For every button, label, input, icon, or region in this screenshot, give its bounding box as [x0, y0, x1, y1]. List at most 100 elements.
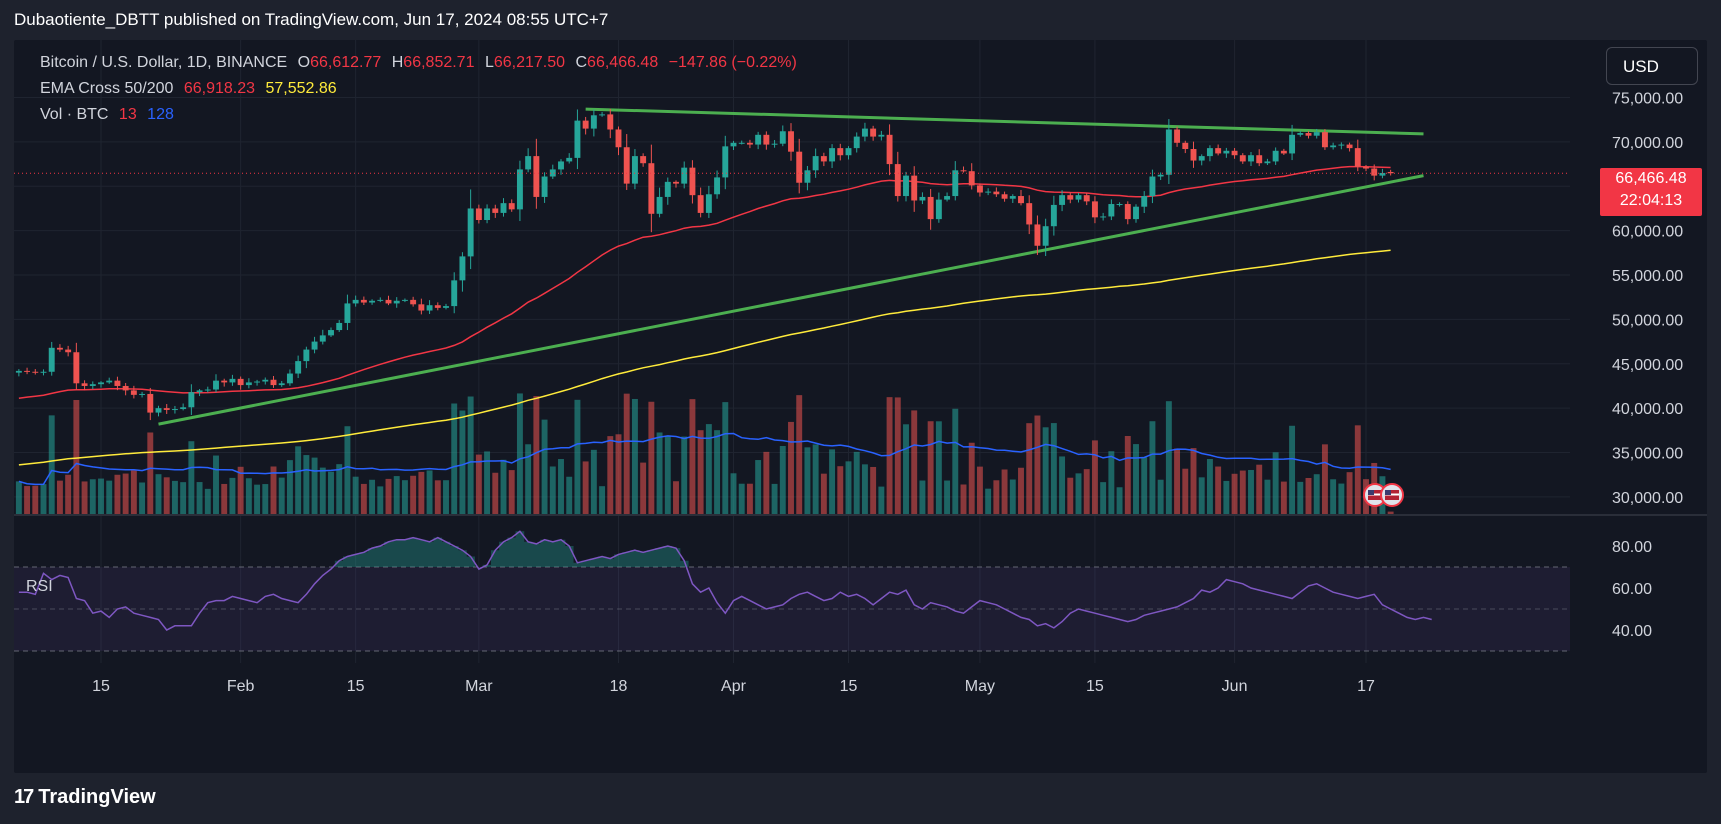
- candle-body: [714, 177, 721, 195]
- candle: [1256, 149, 1263, 167]
- volume-bar: [1231, 473, 1238, 514]
- volume-bar: [245, 478, 252, 514]
- candle-body: [1124, 204, 1131, 220]
- rsi-overbought-fill: [334, 531, 689, 567]
- candle: [467, 189, 474, 270]
- candle: [886, 124, 893, 176]
- volume-bar: [722, 402, 729, 514]
- candle: [558, 159, 564, 175]
- candle: [566, 153, 573, 164]
- candle-body: [459, 256, 466, 281]
- volume-bar: [1157, 479, 1164, 514]
- volume-bar: [861, 464, 868, 514]
- volume-bar: [1223, 480, 1230, 514]
- volume-bar: [360, 483, 367, 514]
- candle: [829, 144, 836, 169]
- us-flag-event-icon[interactable]: [1380, 483, 1404, 507]
- candle-body: [738, 142, 745, 144]
- candle-body: [1001, 194, 1008, 199]
- candle-body: [1198, 156, 1205, 161]
- legend-ema-label[interactable]: EMA Cross 50/200: [40, 80, 174, 97]
- candle-body: [697, 195, 704, 213]
- volume-bar: [1280, 481, 1287, 514]
- price-axis-label: 60,000.00: [1612, 224, 1683, 241]
- candle-body: [336, 322, 343, 331]
- candle-body: [48, 347, 55, 372]
- price-axis-label: 70,000.00: [1612, 135, 1683, 152]
- candle-body: [549, 169, 556, 177]
- candle-body: [730, 142, 737, 147]
- candle-body: [673, 181, 679, 184]
- volume-bar: [845, 461, 852, 514]
- candle: [434, 302, 441, 311]
- candle: [475, 204, 482, 224]
- candle: [968, 163, 975, 190]
- price-axis-label: 50,000.00: [1612, 312, 1683, 329]
- volume-bar: [73, 400, 80, 514]
- volume-bar: [254, 484, 261, 514]
- volume-ma-line: [18, 432, 1391, 486]
- rsi-label[interactable]: RSI: [26, 578, 53, 595]
- candle-body: [812, 156, 819, 171]
- candle-body: [853, 136, 860, 149]
- candle: [944, 192, 951, 202]
- legend-high: 66,852.71: [403, 54, 475, 71]
- legend-open: 66,612.77: [310, 54, 382, 71]
- volume-bar: [549, 466, 556, 514]
- candle-body: [122, 385, 129, 391]
- candle-body: [1206, 148, 1213, 157]
- candle: [1346, 142, 1353, 152]
- candle: [1206, 145, 1213, 162]
- volume-bar: [393, 476, 400, 514]
- volume-bar: [410, 475, 417, 514]
- candle-body: [262, 379, 269, 382]
- legend-close: 66,466.48: [587, 54, 659, 71]
- volume-bar: [434, 480, 441, 514]
- price-axis: 30,000.00 35,000.00 40,000.00 45,000.00 50,0…: [1612, 91, 1683, 507]
- volume-bar: [837, 466, 844, 514]
- volume-bar: [352, 476, 359, 514]
- candle: [1100, 212, 1107, 221]
- volume-bar: [188, 441, 195, 514]
- candle: [697, 187, 704, 218]
- candle: [40, 369, 47, 376]
- volume-bar: [631, 398, 638, 514]
- candle-body: [270, 379, 277, 386]
- candle: [1190, 141, 1197, 168]
- chart-canvas[interactable]: 30,000.00 35,000.00 40,000.00 45,000.00 50,0…: [14, 40, 1707, 773]
- volume-bar: [1239, 470, 1246, 514]
- trendline-upper: [585, 107, 1424, 136]
- currency-button[interactable]: USD: [1606, 47, 1698, 85]
- candle: [541, 172, 548, 203]
- price-axis-label: 75,000.00: [1612, 91, 1683, 108]
- volume-bar: [812, 444, 819, 514]
- volume-bar: [1297, 481, 1304, 514]
- candle-body: [1223, 150, 1230, 154]
- candle-body: [434, 305, 441, 308]
- candle: [631, 149, 638, 190]
- candle: [590, 109, 597, 137]
- volume-bar: [582, 461, 589, 514]
- candle: [746, 139, 753, 149]
- volume-bar: [237, 466, 244, 514]
- candle: [1338, 142, 1345, 150]
- candle-body: [147, 393, 154, 413]
- candle: [1141, 191, 1148, 214]
- legend-vol-label[interactable]: Vol · BTC: [40, 106, 109, 123]
- volume-bar: [114, 474, 121, 514]
- candle: [804, 165, 811, 191]
- candle: [714, 170, 721, 199]
- candle: [1363, 164, 1369, 172]
- candle: [861, 122, 868, 142]
- candle-body: [106, 380, 113, 383]
- candle: [525, 148, 532, 173]
- candle: [1215, 144, 1222, 156]
- candle: [328, 327, 334, 338]
- legend-vol-ma-value: 128: [147, 106, 174, 123]
- tradingview-logo[interactable]: 17 TradingView: [14, 786, 156, 809]
- volume-bar: [525, 444, 532, 514]
- candle-body: [1116, 204, 1123, 206]
- candle-body: [130, 390, 137, 395]
- legend-symbol[interactable]: Bitcoin / U.S. Dollar, 1D, BINANCE: [40, 54, 288, 71]
- candle: [1313, 128, 1320, 139]
